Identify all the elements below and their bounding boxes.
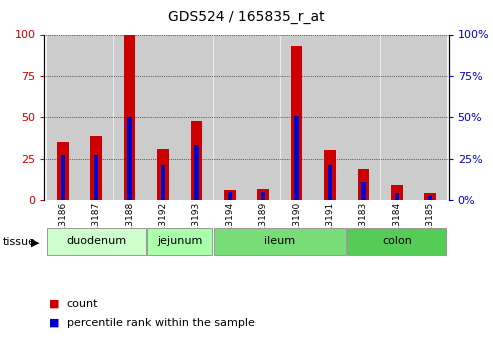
Bar (90, 136, 102, 200)
Bar (281, 34, 313, 200)
Bar (113, 34, 145, 200)
Bar (190, 121, 202, 200)
Bar (348, 228, 446, 255)
Text: ■: ■ (49, 318, 60, 327)
Bar (124, 34, 136, 200)
Bar (395, 194, 399, 200)
Bar (157, 149, 169, 200)
Bar (228, 192, 232, 200)
Bar (361, 182, 366, 200)
Bar (47, 34, 79, 200)
Bar (381, 34, 413, 200)
Text: GDS524 / 165835_r_at: GDS524 / 165835_r_at (168, 10, 325, 24)
Bar (214, 228, 346, 255)
Bar (224, 190, 236, 200)
Text: duodenum: duodenum (66, 236, 126, 246)
Bar (324, 150, 336, 200)
Bar (424, 194, 436, 200)
Bar (147, 228, 212, 255)
Bar (247, 34, 279, 200)
Bar (257, 188, 269, 200)
Bar (294, 116, 299, 200)
Text: colon: colon (382, 236, 412, 246)
Bar (414, 34, 446, 200)
Bar (80, 34, 112, 200)
Text: ▶: ▶ (31, 237, 39, 247)
Bar (261, 192, 265, 200)
Bar (391, 185, 403, 200)
Text: ileum: ileum (264, 236, 295, 246)
Bar (348, 34, 380, 200)
Bar (194, 146, 199, 200)
Text: count: count (67, 299, 98, 308)
Bar (57, 142, 69, 200)
Bar (180, 34, 212, 200)
Text: tissue: tissue (2, 237, 35, 247)
Text: jejunum: jejunum (157, 236, 202, 246)
Bar (314, 34, 346, 200)
Bar (61, 155, 65, 200)
Bar (147, 34, 179, 200)
Bar (47, 228, 145, 255)
Bar (214, 34, 246, 200)
Bar (161, 165, 165, 200)
Bar (94, 155, 98, 200)
Bar (357, 169, 369, 200)
Text: percentile rank within the sample: percentile rank within the sample (67, 318, 254, 327)
Bar (328, 165, 332, 200)
Bar (127, 117, 132, 200)
Bar (291, 46, 303, 200)
Text: ■: ■ (49, 299, 60, 308)
Bar (428, 195, 432, 200)
